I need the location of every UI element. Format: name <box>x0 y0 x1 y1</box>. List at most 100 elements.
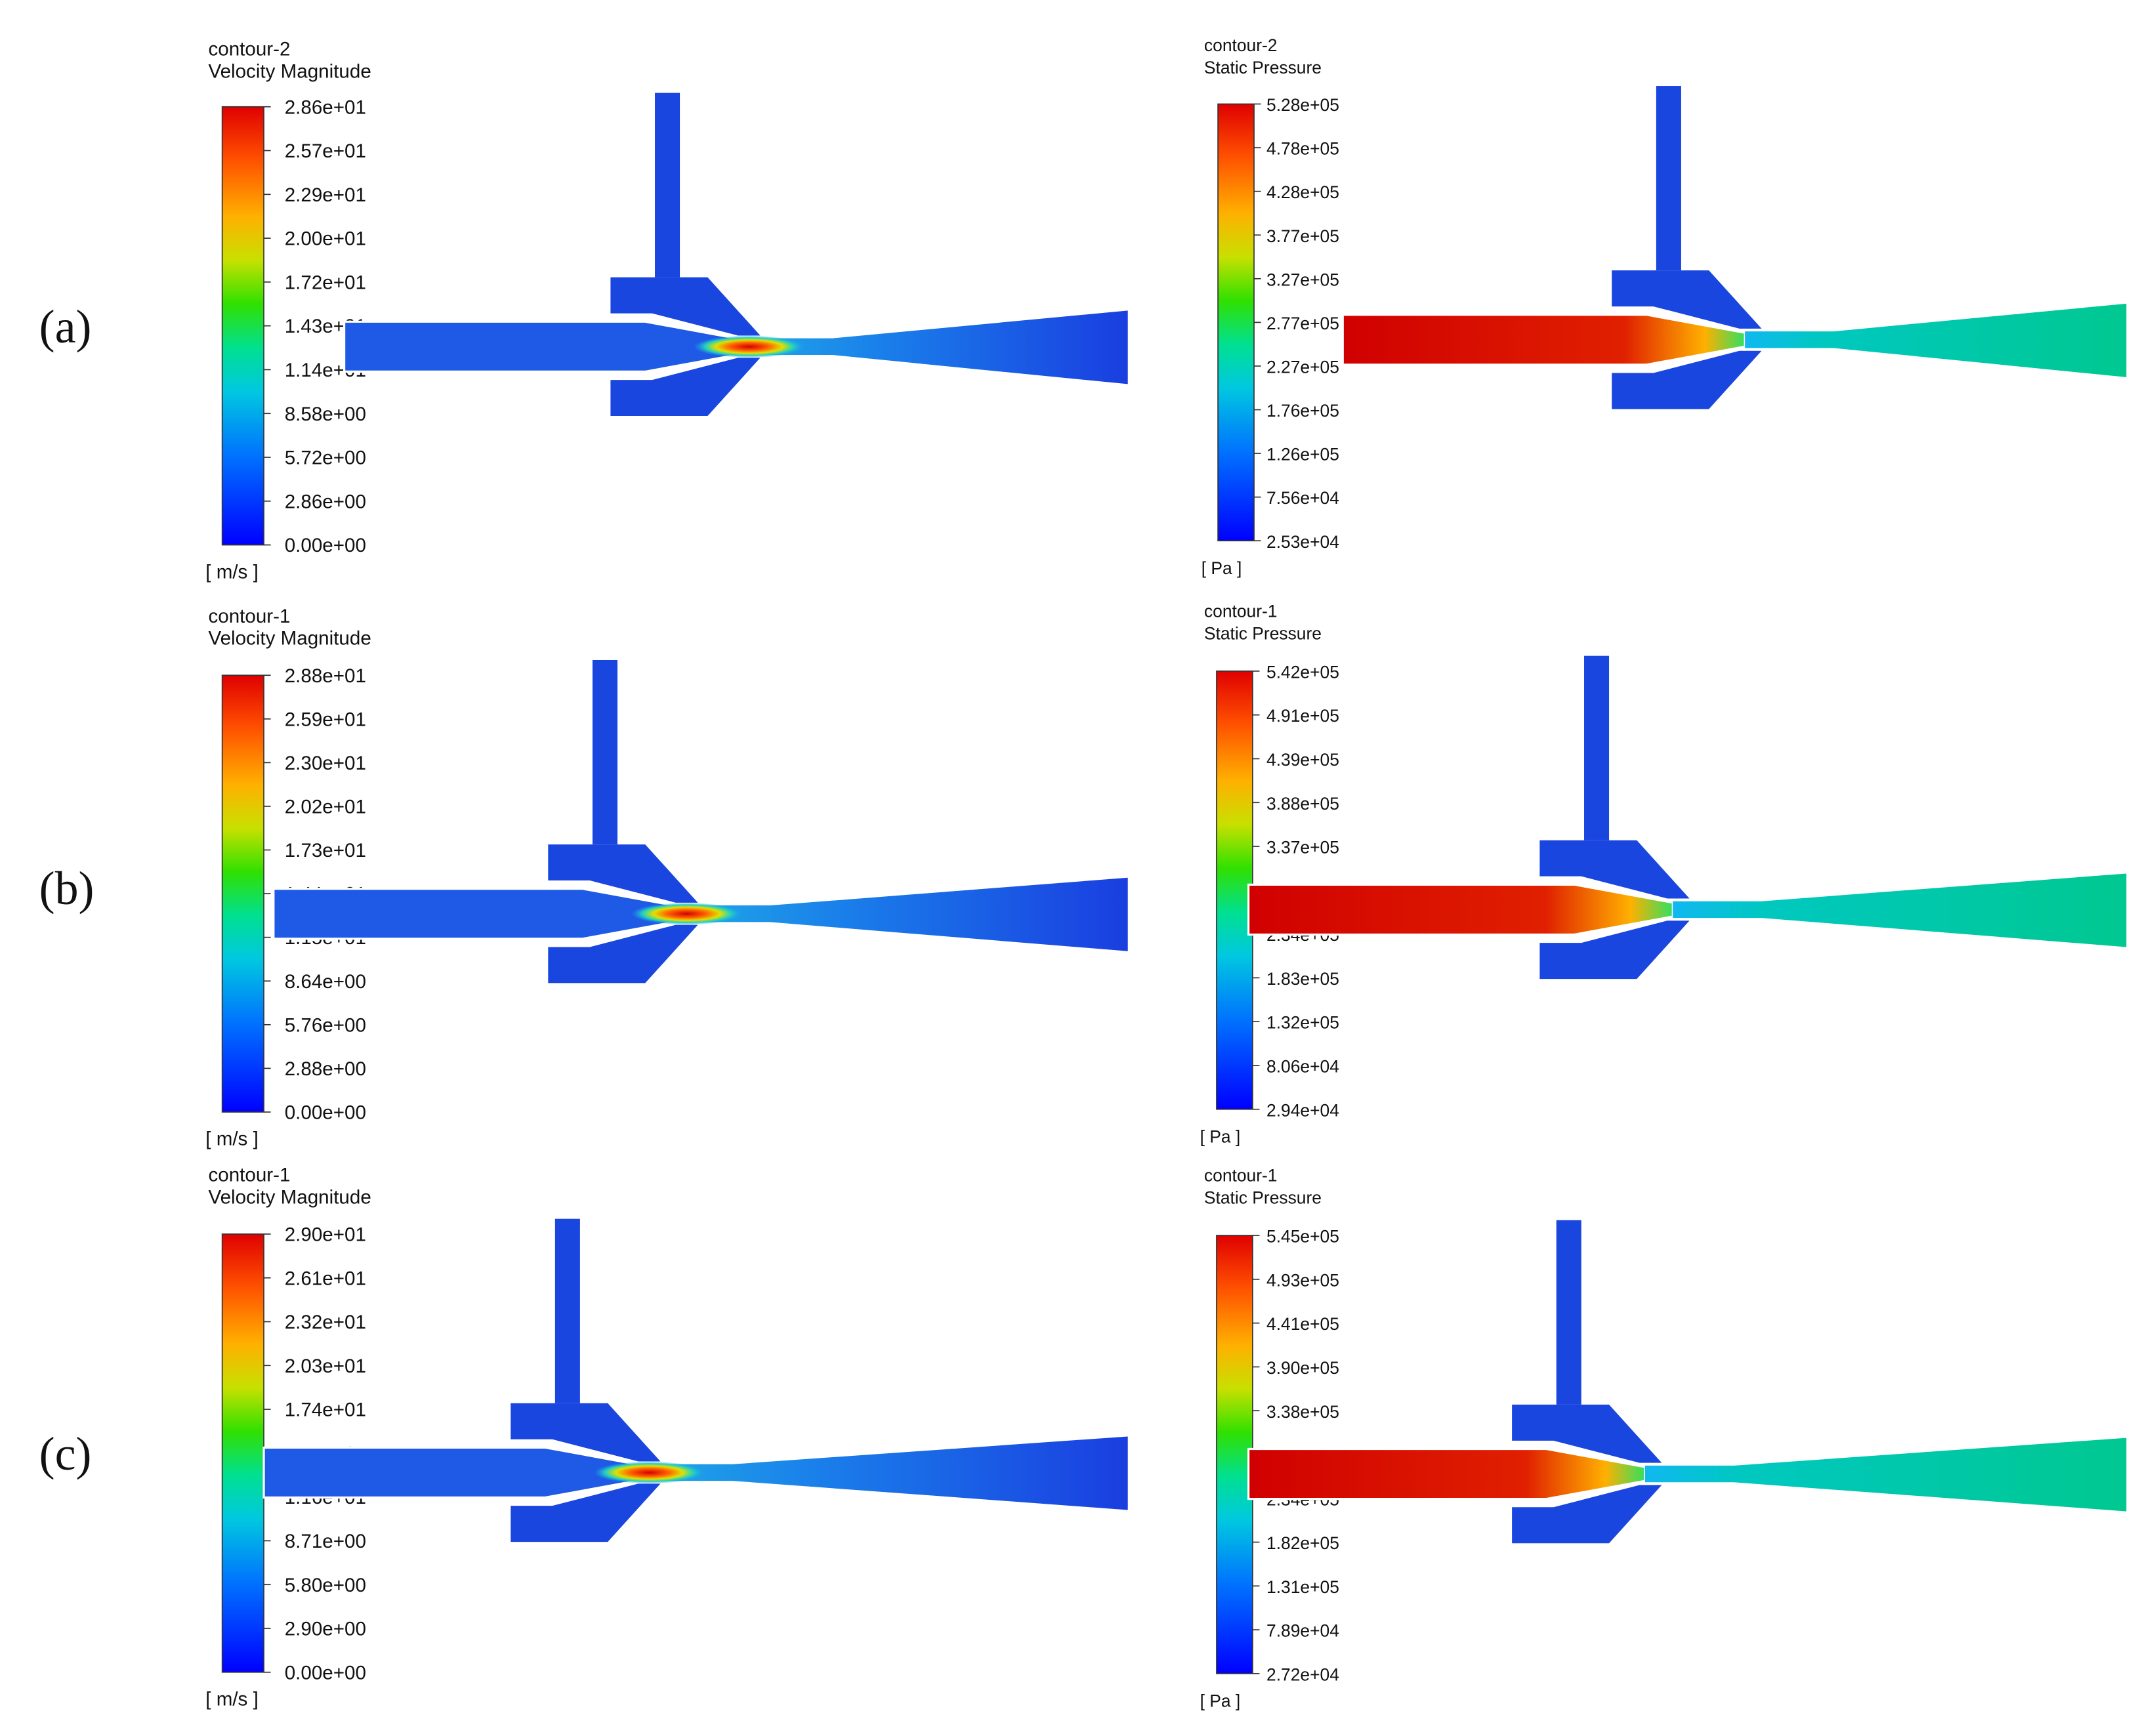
colorbar-label: 5.28e+05 <box>1266 95 1339 115</box>
colorbar-label: 3.88e+05 <box>1266 794 1339 814</box>
quantity-name: Static Pressure <box>1204 623 1322 643</box>
colorbar-label: 5.80e+00 <box>285 1575 366 1596</box>
quantity-name: Velocity Magnitude <box>209 60 371 82</box>
colorbar-label: 3.77e+05 <box>1266 226 1339 246</box>
colorbar-label: 2.88e+01 <box>285 665 366 687</box>
colorbar-label: 7.89e+04 <box>1266 1621 1339 1641</box>
chamber-top <box>1612 270 1762 329</box>
diffuser <box>1673 873 2127 947</box>
colorbar-label: 1.74e+01 <box>285 1399 366 1421</box>
contour-name: contour-1 <box>1204 1166 1278 1186</box>
contour-name: contour-1 <box>209 606 291 627</box>
colorbar-label: 4.78e+05 <box>1266 139 1339 159</box>
colorbar-label: 3.37e+05 <box>1266 838 1339 858</box>
colorbar <box>221 106 264 546</box>
colorbar-unit: [ Pa ] <box>1200 1126 1241 1146</box>
jet-core <box>631 902 743 925</box>
chamber-bottom <box>1612 350 1762 409</box>
colorbar-label: 2.86e+01 <box>285 96 366 118</box>
nozzle <box>343 320 745 373</box>
colorbar-label: 1.32e+05 <box>1266 1013 1339 1033</box>
colorbar-label: 0.00e+00 <box>285 535 366 556</box>
diffuser <box>644 1436 1128 1510</box>
colorbar-label: 1.82e+05 <box>1266 1533 1339 1553</box>
colorbar-label: 5.76e+00 <box>285 1014 366 1036</box>
colorbar-unit: [ m/s ] <box>205 561 259 583</box>
jet-core <box>694 335 805 358</box>
nozzle <box>1247 883 1674 936</box>
colorbar-label: 2.30e+01 <box>285 753 366 774</box>
chamber-bottom <box>1539 920 1690 980</box>
chamber-top <box>610 277 761 336</box>
colorbar-label: 2.86e+00 <box>285 491 366 512</box>
colorbar-unit: [ Pa ] <box>1200 1691 1241 1711</box>
colorbar-label: 8.64e+00 <box>285 971 366 993</box>
chamber-bottom <box>610 358 761 417</box>
suction-pipe <box>592 659 617 845</box>
jet-core <box>594 1461 705 1484</box>
colorbar-label: 2.02e+01 <box>285 796 366 818</box>
contour-name: contour-1 <box>209 1165 291 1186</box>
colorbar-label: 2.90e+00 <box>285 1619 366 1640</box>
chamber-top <box>1539 840 1690 899</box>
diffuser <box>681 877 1128 951</box>
suction-pipe <box>554 1218 580 1403</box>
colorbar-label: 7.56e+04 <box>1266 488 1339 508</box>
colorbar-label: 2.57e+01 <box>285 140 366 162</box>
diffuser <box>1745 303 2127 377</box>
quantity-name: Velocity Magnitude <box>209 1186 371 1208</box>
colorbar-label: 8.06e+04 <box>1266 1057 1339 1077</box>
contour-name: contour-1 <box>1204 601 1278 621</box>
nozzle <box>1341 314 1746 366</box>
panel-label: (a) <box>39 300 92 353</box>
suction-pipe <box>1584 655 1610 840</box>
diffuser <box>743 310 1128 384</box>
colorbar-label: 2.88e+00 <box>285 1058 366 1080</box>
colorbar-label: 2.94e+04 <box>1266 1100 1339 1120</box>
chamber-bottom <box>1512 1485 1662 1544</box>
colorbar-label: 1.72e+01 <box>285 272 366 293</box>
colorbar-label: 0.00e+00 <box>285 1662 366 1684</box>
colorbar-label: 1.83e+05 <box>1266 969 1339 989</box>
nozzle <box>1247 1447 1646 1500</box>
colorbar-label: 2.03e+01 <box>285 1355 366 1377</box>
colorbar-label: 5.72e+00 <box>285 447 366 469</box>
colorbar-label: 2.53e+04 <box>1266 532 1339 552</box>
colorbar-label: 3.38e+05 <box>1266 1402 1339 1422</box>
colorbar-label: 5.45e+05 <box>1266 1227 1339 1247</box>
colorbar-label: 1.31e+05 <box>1266 1577 1339 1597</box>
colorbar-label: 1.26e+05 <box>1266 445 1339 465</box>
colorbar-label: 2.29e+01 <box>285 184 366 206</box>
chamber-top <box>548 844 698 903</box>
colorbar-label: 3.27e+05 <box>1266 270 1339 289</box>
diffuser <box>1645 1437 2127 1512</box>
colorbar-label: 1.76e+05 <box>1266 401 1339 421</box>
colorbar-label: 4.28e+05 <box>1266 182 1339 202</box>
contour-name: contour-2 <box>1204 35 1278 55</box>
colorbar-label: 5.42e+05 <box>1266 662 1339 682</box>
colorbar-label: 2.32e+01 <box>285 1312 366 1333</box>
colorbar-unit: [ Pa ] <box>1202 558 1242 578</box>
colorbar-label: 4.91e+05 <box>1266 706 1339 726</box>
colorbar <box>1217 103 1255 542</box>
colorbar-label: 2.61e+01 <box>285 1268 366 1289</box>
colorbar <box>221 674 264 1113</box>
panel-label: (b) <box>39 862 94 915</box>
colorbar <box>1216 671 1253 1110</box>
suction-pipe <box>1656 86 1681 271</box>
colorbar <box>1216 1235 1253 1674</box>
panel-label: (c) <box>39 1428 92 1480</box>
colorbar-label: 2.77e+05 <box>1266 314 1339 333</box>
colorbar-label: 2.72e+04 <box>1266 1664 1339 1684</box>
colorbar-label: 3.90e+05 <box>1266 1358 1339 1378</box>
nozzle <box>262 1446 645 1499</box>
colorbar-label: 4.41e+05 <box>1266 1314 1339 1334</box>
colorbar-label: 4.93e+05 <box>1266 1270 1339 1290</box>
chamber-top <box>1512 1404 1662 1463</box>
colorbar <box>221 1233 264 1673</box>
colorbar-label: 4.39e+05 <box>1266 750 1339 770</box>
colorbar-unit: [ m/s ] <box>205 1689 259 1710</box>
suction-pipe <box>1556 1220 1581 1405</box>
colorbar-unit: [ m/s ] <box>205 1128 259 1150</box>
